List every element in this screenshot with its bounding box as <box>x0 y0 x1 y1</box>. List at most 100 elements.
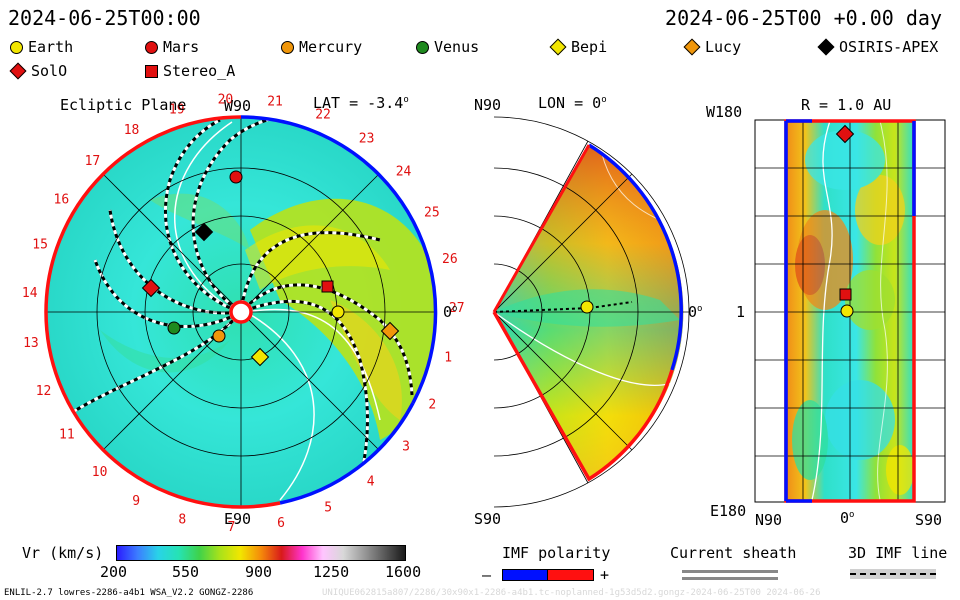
legend-item-mars: Mars <box>145 38 199 56</box>
carrington-label-15: 15 <box>32 238 48 253</box>
legend-label: Mars <box>163 38 200 56</box>
imf-polarity-minus: – <box>482 566 492 584</box>
legend-label: Mercury <box>299 38 363 56</box>
imf-line-label: 3D IMF line <box>848 544 948 562</box>
carrington-label-17: 17 <box>85 154 101 169</box>
carrington-label-11: 11 <box>59 428 75 443</box>
carrington-label-13: 13 <box>23 336 39 351</box>
carrington-label-7: 7 <box>228 520 236 535</box>
meridional-panel <box>492 116 690 508</box>
carrington-label-6: 6 <box>277 516 285 531</box>
stereo-a-marker <box>321 280 334 293</box>
imf-polarity-negative-swatch <box>502 569 549 581</box>
meridional-top-label: N90 <box>474 96 502 114</box>
meridional-right-label: 0o <box>688 303 703 321</box>
legend-item-stereo-a: Stereo_A <box>145 62 235 80</box>
legend-label: OSIRIS-APEX <box>839 38 939 56</box>
square-icon <box>145 64 158 78</box>
footer-run-info: ENLIL-2.7 lowres-2286-a4b1 WSA_V2.2 GONG… <box>4 588 254 598</box>
colorbar <box>116 545 406 561</box>
solo-marker <box>141 278 161 298</box>
colorbar-tick-550: 550 <box>172 563 200 581</box>
imf-line-dashed <box>850 573 936 575</box>
radial-bottom-left-label: E180 <box>710 502 747 520</box>
carrington-label-5: 5 <box>324 501 332 516</box>
legend-label: Bepi <box>571 38 608 56</box>
circle-icon <box>145 40 158 54</box>
lucy-marker <box>380 321 400 341</box>
left-timestamp: 2024-06-25T00:00 <box>8 6 201 30</box>
circle-icon <box>281 40 294 54</box>
earth-marker <box>331 305 345 319</box>
meridional-lon-label: LON = 0o <box>538 94 607 112</box>
ecliptic-right-label: 0o <box>443 303 458 321</box>
legend-label: Lucy <box>705 38 742 56</box>
ecliptic-boundary-neg <box>240 115 438 404</box>
circle-icon <box>10 40 23 54</box>
legend-item-mercury: Mercury <box>281 38 362 56</box>
carrington-label-24: 24 <box>396 165 412 180</box>
colorbar-tick-1250: 1250 <box>313 563 350 581</box>
right-timestamp: 2024-06-25T00 +0.00 day <box>665 6 942 30</box>
radial-stereo-a-marker <box>839 288 852 301</box>
legend-item-lucy: Lucy <box>683 38 742 56</box>
meridional-bottom-label: S90 <box>474 510 502 528</box>
bepi-marker <box>250 347 270 367</box>
ecliptic-panel <box>44 115 438 509</box>
carrington-label-9: 9 <box>132 494 140 509</box>
osiris-apex-marker <box>194 222 214 242</box>
carrington-label-22: 22 <box>315 108 331 123</box>
carrington-label-1: 1 <box>444 351 452 366</box>
radial-mid-left-label: 1 <box>736 303 746 321</box>
radial-top-left-label: W180 <box>706 103 743 121</box>
carrington-label-18: 18 <box>124 123 140 138</box>
carrington-label-2: 2 <box>428 398 436 413</box>
radial-x-label-n90: N90 <box>755 511 783 529</box>
carrington-label-3: 3 <box>402 440 410 455</box>
sun-marker <box>229 300 253 324</box>
carrington-label-26: 26 <box>442 252 458 267</box>
legend-label: Stereo_A <box>163 62 236 80</box>
legend-item-venus: Venus <box>416 38 479 56</box>
ecliptic-title: Ecliptic Plane <box>60 96 187 114</box>
colorbar-label: Vr (km/s) <box>22 544 104 562</box>
colorbar-tick-1600: 1600 <box>385 563 422 581</box>
radial-x-label-0: 0o <box>840 509 855 527</box>
carrington-label-19: 19 <box>169 103 185 118</box>
colorbar-tick-900: 900 <box>245 563 273 581</box>
legend-item-osiris-apex: OSIRIS-APEX <box>817 38 939 56</box>
colorbar-tick-200: 200 <box>100 563 128 581</box>
mercury-marker <box>212 329 226 343</box>
current-sheath-label: Current sheath <box>670 544 797 562</box>
imf-polarity-positive-swatch <box>547 569 594 581</box>
carrington-label-12: 12 <box>36 384 52 399</box>
current-sheath-line-2 <box>682 577 778 580</box>
venus-marker <box>167 321 181 335</box>
ecliptic-lat-label: LAT = -3.4o <box>313 94 409 112</box>
radial-solo-marker <box>835 124 855 144</box>
radial-x-label-s90: S90 <box>915 511 943 529</box>
carrington-label-27: 27 <box>449 301 465 316</box>
imf-polarity-label: IMF polarity <box>502 544 611 562</box>
carrington-label-20: 20 <box>218 93 234 108</box>
meridional-earth-marker <box>580 300 594 314</box>
carrington-label-23: 23 <box>359 131 375 146</box>
legend-label: SolO <box>31 62 68 80</box>
circle-icon <box>416 40 429 54</box>
carrington-label-25: 25 <box>424 206 440 221</box>
carrington-label-10: 10 <box>92 465 108 480</box>
ecliptic-top-label: W90 <box>224 97 252 115</box>
carrington-label-16: 16 <box>54 193 70 208</box>
ecliptic-boundary-pos <box>44 115 242 509</box>
ecliptic-features <box>59 117 436 501</box>
legend-item-earth: Earth <box>10 38 73 56</box>
radial-earth-marker <box>840 304 854 318</box>
current-sheath-line-1 <box>682 570 778 573</box>
legend-label: Venus <box>434 38 480 56</box>
radial-r-label: R = 1.0 AU <box>801 96 892 114</box>
carrington-label-21: 21 <box>267 94 283 109</box>
carrington-label-8: 8 <box>178 512 186 527</box>
